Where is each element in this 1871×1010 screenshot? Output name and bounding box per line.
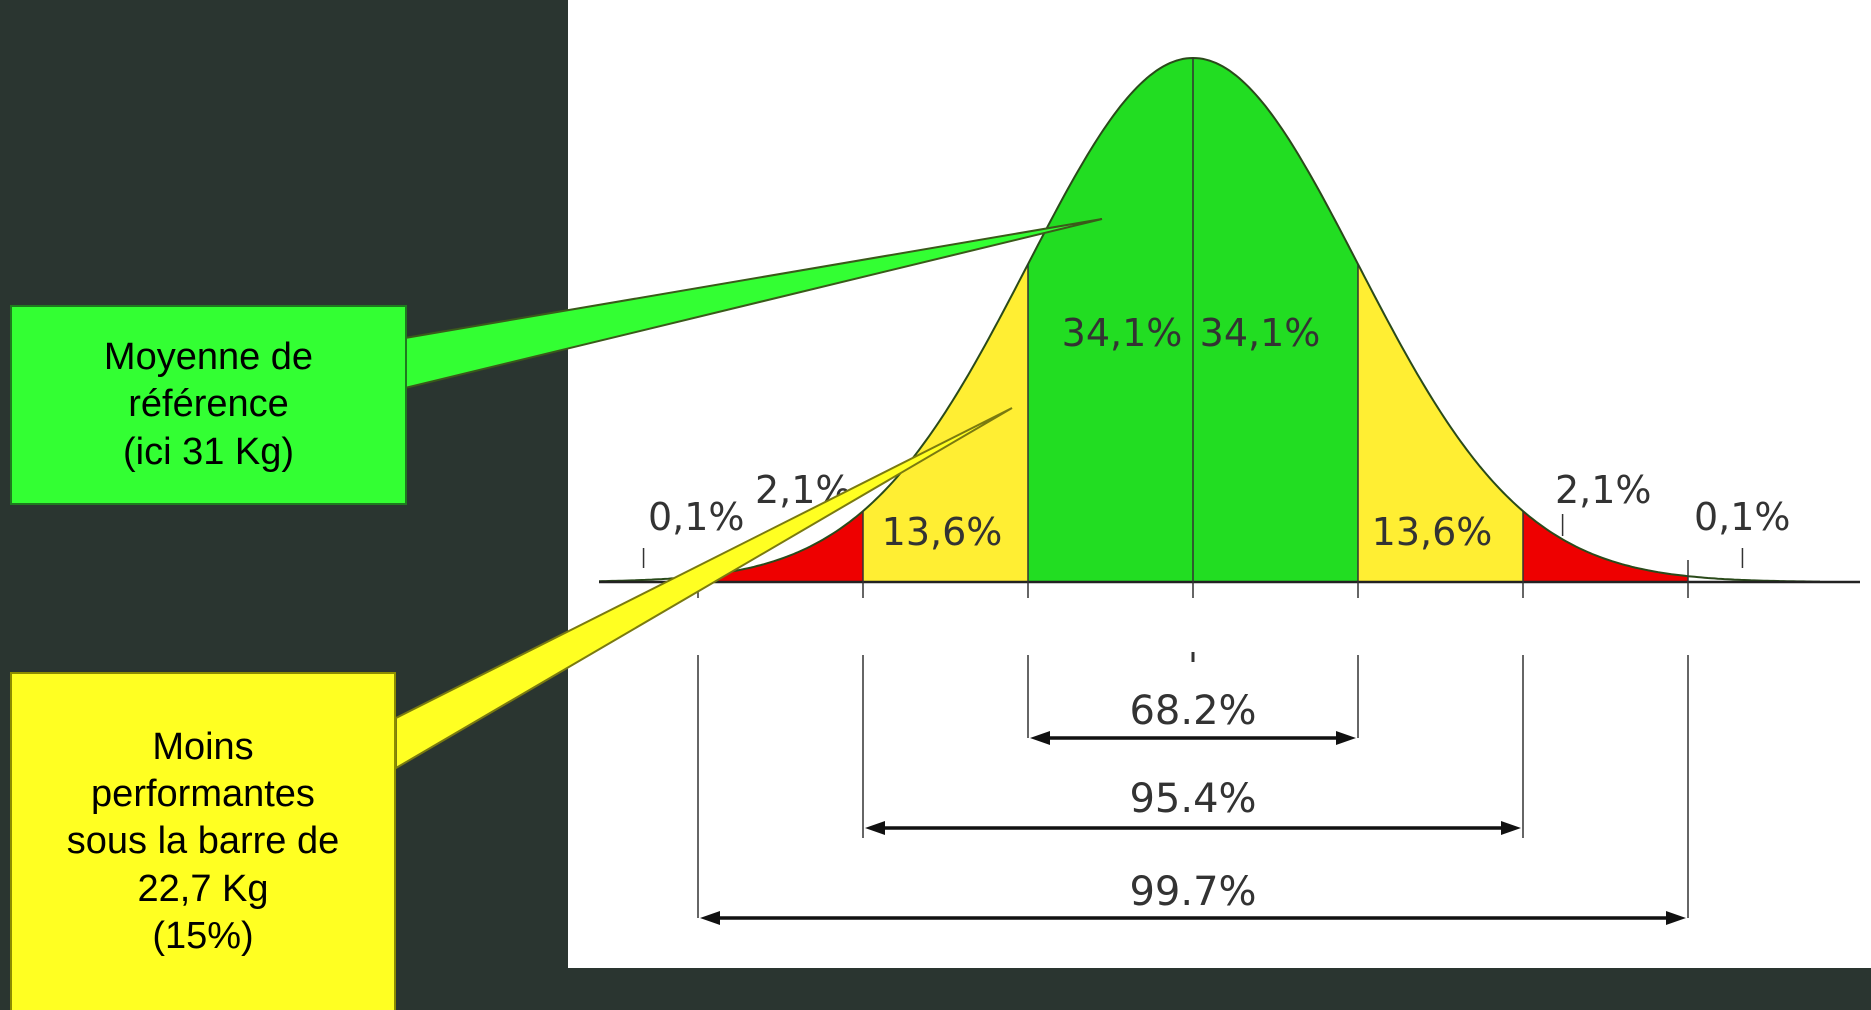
interval-arrow-head bbox=[1501, 821, 1521, 835]
region-4 bbox=[1193, 58, 1358, 582]
region-percent-label: 0,1% bbox=[1694, 495, 1791, 539]
region-percent-label: 13,6% bbox=[1372, 510, 1493, 554]
interval-percent-label: 99.7% bbox=[1129, 869, 1256, 915]
region-percent-label: 2,1% bbox=[1555, 468, 1652, 512]
interval-arrow-head bbox=[865, 821, 885, 835]
region-percent-label: 13,6% bbox=[882, 510, 1003, 554]
region-percent-label: 0,1% bbox=[648, 495, 745, 539]
interval-arrow-head bbox=[700, 911, 720, 925]
region-7 bbox=[1688, 576, 1820, 582]
region-percent-label: 34,1% bbox=[1062, 311, 1183, 355]
region-percent-label: 34,1% bbox=[1200, 311, 1321, 355]
distribution-curve bbox=[598, 56, 1820, 583]
interval-percent-label: 95.4% bbox=[1129, 776, 1256, 822]
interval-arrow-head bbox=[1666, 911, 1686, 925]
interval-arrow-head bbox=[1030, 731, 1050, 745]
mean-callout-line: référence bbox=[128, 383, 289, 426]
interval-arrow-head bbox=[1336, 731, 1356, 745]
region-1 bbox=[698, 511, 863, 582]
low-callout-line: sous la barre de bbox=[66, 820, 340, 863]
low-callout-line: Moins bbox=[152, 726, 254, 769]
low-performers-callout: Moins performantes sous la barre de 22,7 Kg… bbox=[10, 672, 396, 1010]
low-callout-line: performantes bbox=[91, 773, 315, 816]
mean-callout-line: (ici 31 Kg) bbox=[122, 430, 295, 473]
mean-callout-line: Moyenne de bbox=[103, 336, 314, 379]
interval-percent-label: 68.2% bbox=[1129, 688, 1256, 734]
low-callout-line: 22,7 Kg bbox=[137, 867, 269, 910]
mean-reference-callout: Moyenne de référence (ici 31 Kg) bbox=[10, 305, 407, 505]
low-callout-line: (15%) bbox=[152, 914, 254, 957]
region-3 bbox=[1028, 58, 1193, 582]
low-callout-pointer bbox=[395, 407, 1013, 770]
region-6 bbox=[1523, 511, 1688, 582]
